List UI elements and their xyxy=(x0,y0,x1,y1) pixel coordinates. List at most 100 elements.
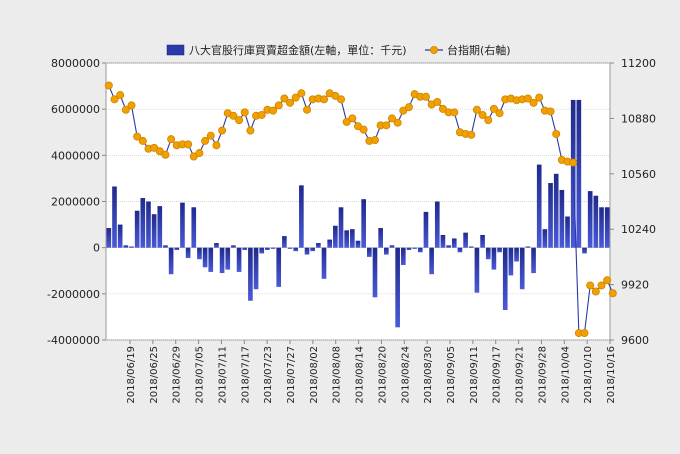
line-point xyxy=(303,105,312,114)
line-point xyxy=(478,110,487,119)
line-point xyxy=(472,105,481,114)
bar xyxy=(180,202,185,248)
bar xyxy=(248,247,253,301)
bar xyxy=(531,247,536,274)
bar xyxy=(514,247,519,262)
x-tick-label: 2018/09/17 xyxy=(492,346,503,404)
line-point xyxy=(184,140,193,149)
bar xyxy=(491,247,497,270)
bar xyxy=(434,201,440,248)
left-tick-label: 0 xyxy=(93,242,100,255)
bar xyxy=(225,247,231,270)
line-point xyxy=(133,132,142,141)
bar xyxy=(457,247,463,253)
bar xyxy=(157,206,163,248)
bar xyxy=(231,245,236,248)
bar xyxy=(316,243,321,248)
bar xyxy=(208,247,214,272)
x-tick-label: 2018/09/28 xyxy=(537,346,548,404)
x-tick-label: 2018/10/16 xyxy=(606,346,617,404)
bar xyxy=(440,234,446,248)
line-point xyxy=(150,143,159,152)
line-point xyxy=(291,93,300,102)
bar xyxy=(406,247,412,250)
bar xyxy=(151,214,157,248)
left-tick-label: -2000000 xyxy=(47,288,100,301)
left-tick-label: 6000000 xyxy=(51,103,100,116)
x-tick-label: 2018/10/10 xyxy=(583,346,594,404)
x-tick-label: 2018/08/08 xyxy=(332,346,343,404)
bar xyxy=(253,247,259,290)
bar xyxy=(502,247,508,310)
bar xyxy=(417,247,423,253)
line-point xyxy=(359,125,368,134)
line-point xyxy=(569,158,578,167)
right-tick-label: 10240 xyxy=(621,223,656,236)
line-point xyxy=(484,116,493,125)
left-tick-label: -4000000 xyxy=(47,334,100,347)
bar xyxy=(310,247,316,252)
line-point xyxy=(404,103,413,112)
x-tick-label: 2018/07/27 xyxy=(286,346,297,404)
bar xyxy=(219,247,225,274)
bar xyxy=(327,239,333,248)
bar xyxy=(259,247,265,254)
bar xyxy=(202,247,208,268)
bar xyxy=(400,247,406,265)
bar xyxy=(468,246,474,248)
x-tick-label: 2018/06/19 xyxy=(126,346,137,404)
line-point xyxy=(552,129,561,138)
line-point xyxy=(495,109,504,118)
bar xyxy=(576,99,582,248)
line-point xyxy=(535,93,544,102)
right-tick-label: 11200 xyxy=(621,57,656,70)
line-point xyxy=(206,131,215,140)
line-point xyxy=(320,95,329,104)
bar xyxy=(423,211,429,248)
right-tick-label: 10560 xyxy=(621,168,656,181)
bar xyxy=(485,247,491,260)
line-point xyxy=(201,136,210,145)
bar xyxy=(536,164,542,248)
bar xyxy=(463,232,468,248)
bar xyxy=(429,247,434,275)
bar xyxy=(412,247,417,249)
bar xyxy=(604,207,610,248)
line-point xyxy=(433,97,442,106)
line-point xyxy=(121,105,130,114)
bar xyxy=(565,216,570,248)
bar xyxy=(304,247,310,255)
legend-bar-swatch xyxy=(166,44,185,56)
line-point xyxy=(161,150,170,159)
line-point xyxy=(257,110,266,119)
line-point xyxy=(608,289,617,298)
line-point xyxy=(438,104,447,113)
bar xyxy=(276,247,282,287)
line-point xyxy=(127,101,136,110)
left-tick-label: 8000000 xyxy=(51,57,100,70)
line-point xyxy=(189,152,198,161)
line-point xyxy=(155,147,164,156)
bar xyxy=(129,246,134,248)
bar xyxy=(367,247,372,257)
line-point xyxy=(116,91,125,100)
bar xyxy=(236,247,242,272)
line-point xyxy=(240,108,249,117)
line-point xyxy=(138,136,147,145)
bar xyxy=(117,224,123,248)
line-point xyxy=(104,81,113,90)
bar xyxy=(395,247,400,328)
x-tick-label: 2018/09/05 xyxy=(446,346,457,404)
x-tick-label: 2018/08/20 xyxy=(377,346,388,404)
bar xyxy=(372,247,378,298)
bar xyxy=(168,247,174,275)
bar xyxy=(519,247,525,290)
bar xyxy=(146,201,151,248)
line-point xyxy=(597,281,606,290)
line-point xyxy=(353,122,362,131)
bar xyxy=(338,207,344,248)
line-point xyxy=(450,108,459,117)
left-axis: 8000000 6000000 4000000 2000000 0 -2000000 -40… xyxy=(47,57,106,347)
line-point xyxy=(218,126,227,135)
